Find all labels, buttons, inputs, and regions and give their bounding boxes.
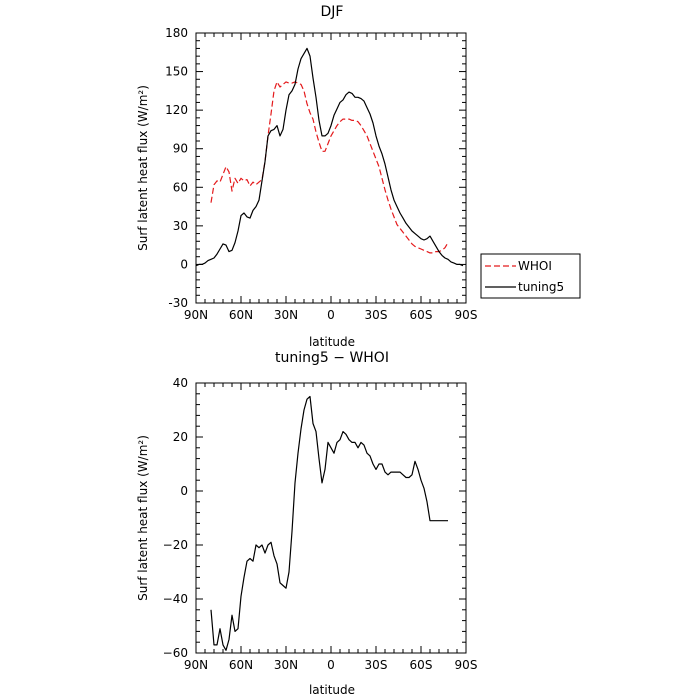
panel-djf-xtick-label: 60S [410, 308, 433, 322]
panel-diff-title: tuning5 − WHOI [275, 350, 389, 366]
panel-djf-frame [195, 32, 467, 304]
panel-djf-series [195, 47, 464, 267]
legend: WHOI tuning5 [480, 253, 581, 299]
panel-djf-xtick-label: 0 [327, 308, 335, 322]
panel-djf-ytick-label: 60 [173, 180, 188, 194]
panel-djf-xtick-label: 90N [184, 308, 208, 322]
panel-diff-xlabel: latitude [309, 683, 355, 697]
panel-djf-xlabel: latitude [309, 335, 355, 349]
panel-djf-title: DJF [321, 4, 344, 20]
panel-diff-series [210, 395, 448, 651]
panel-djf-ytick-label: 150 [165, 65, 188, 79]
panel-diff-frame [195, 382, 467, 654]
panel-diff-ticks: 90N 60N 30N 0 30S 60S 90S −60 −40 −20 0 20 40 [163, 376, 478, 672]
panel-djf-xtick-label: 30S [365, 308, 388, 322]
panel-djf-ticks: 90N 60N 30N 0 30S 60S 90S -30 0 30 60 90 120 150 180 [165, 26, 477, 322]
panel-diff-xtick-label: 90S [455, 658, 478, 672]
panel-djf-ytick-label: 120 [165, 103, 188, 117]
panel-diff: tuning5 − WHOI 90N 60N 30N 0 30S 60S 90S −60 −40… [136, 350, 477, 697]
legend-box [480, 253, 581, 299]
panel-djf-ytick-label: 180 [165, 26, 188, 40]
panel-diff-ytick-label: 20 [173, 430, 188, 444]
panel-diff-xtick-label: 0 [327, 658, 335, 672]
legend-tuning5-label: tuning5 [518, 280, 564, 294]
panel-diff-xtick-label: 60S [410, 658, 433, 672]
panel-djf-ylabel: Surf latent heat flux (W/m²) [136, 85, 150, 251]
panel-diff-ytick-label: 0 [180, 484, 188, 498]
panel-djf-series-whoi-line [210, 81, 449, 254]
panel-djf-series-tuning5-line [195, 47, 464, 267]
panel-djf-xtick-label: 60N [229, 308, 253, 322]
panel-djf-xtick-label: 30N [274, 308, 298, 322]
panel-djf-xtick-label: 90S [455, 308, 478, 322]
panel-diff-series-tuning5-whoi-line [210, 395, 448, 651]
panel-diff-ytick-label: −40 [163, 592, 188, 606]
panel-diff-xtick-label: 30S [365, 658, 388, 672]
panel-djf-ytick-label: 0 [180, 257, 188, 271]
panel-diff-xtick-label: 60N [229, 658, 253, 672]
panel-diff-ylabel: Surf latent heat flux (W/m²) [136, 435, 150, 601]
panel-djf-ytick-label: -30 [168, 296, 188, 310]
panel-diff-ytick-label: −60 [163, 646, 188, 660]
legend-whoi-label: WHOI [518, 259, 552, 273]
panel-diff-ytick-label: 40 [173, 376, 188, 390]
panel-djf-ytick-label: 90 [173, 142, 188, 156]
panel-djf: DJF 90N 60N 30N 0 30S 60S 90S -30 0 30 60 90 120 150 1… [136, 4, 581, 349]
panel-diff-ytick-label: −20 [163, 538, 188, 552]
panel-djf-ytick-label: 30 [173, 219, 188, 233]
panel-diff-xtick-label: 90N [184, 658, 208, 672]
panel-diff-xtick-label: 30N [274, 658, 298, 672]
